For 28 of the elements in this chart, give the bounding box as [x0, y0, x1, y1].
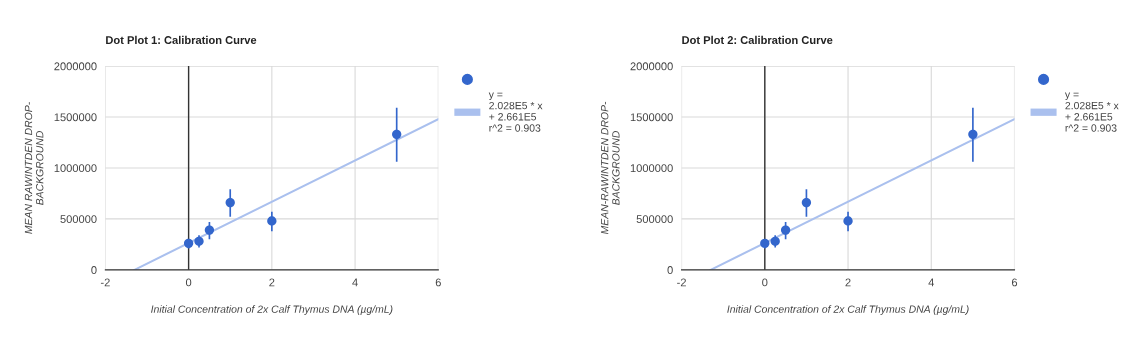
x-tick-label: 6	[1011, 278, 1018, 287]
y-tick-label: 2000000	[630, 62, 673, 71]
y-tick-label: 1000000	[630, 164, 673, 173]
x-tick-label: 4	[352, 278, 358, 287]
x-tick-label: 0	[185, 278, 192, 287]
x-axis-title: Initial Concentration of 2x Calf Thymus DNA (µg/mL)	[727, 305, 969, 315]
x-tick-label: 4	[928, 278, 935, 287]
y-tick-label: 2000000	[54, 62, 97, 71]
y-tick-label: 0	[667, 266, 673, 274]
legend-label: y = 2.028E5 * x + 2.661E5 r^2 = 0.903	[488, 92, 543, 132]
y-tick-label: 0	[91, 266, 97, 274]
x-tick-label: 2	[845, 278, 851, 287]
y-tick-label: 1000000	[54, 164, 97, 173]
x-tick-label: 6	[435, 278, 441, 287]
y-tick-label: 1500000	[54, 113, 97, 122]
x-tick-label: 2	[269, 278, 275, 287]
y-tick-label: 1500000	[630, 113, 673, 122]
chart-title: Dot Plot 2: Calibration Curve	[682, 35, 833, 44]
x-tick-label: -2	[677, 278, 686, 287]
x-tick-label: 0	[762, 278, 768, 287]
y-tick-label: 500000	[60, 215, 97, 224]
chart-title: Dot Plot 1: Calibration Curve	[106, 35, 257, 44]
y-axis-title: MEAN-RAWINTDEN DROP- BACKGROUND	[600, 101, 620, 235]
y-axis-title: MEAN RAWINTDEN DROP- BACKGROUND	[24, 102, 44, 234]
y-tick-label: 500000	[636, 215, 673, 224]
x-axis-title: Initial Concentration of 2x Calf Thymus DNA (µg/mL)	[151, 305, 393, 315]
x-tick-label: -2	[100, 278, 110, 287]
legend-label: y = 2.028E5 * x + 2.661E5 r^2 = 0.903	[1064, 92, 1119, 132]
